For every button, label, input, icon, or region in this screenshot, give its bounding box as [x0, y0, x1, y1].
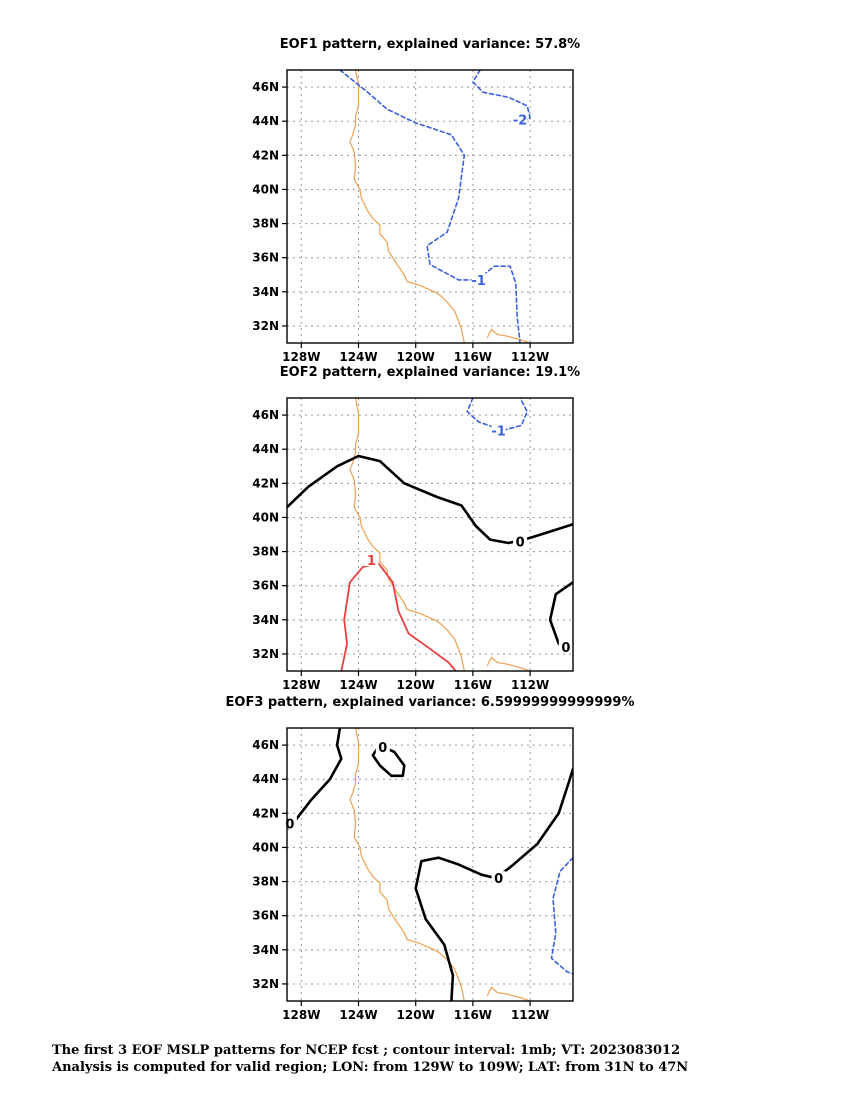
contour-label-bg [513, 534, 528, 548]
contour-line [287, 454, 573, 545]
panel-frame [286, 69, 574, 344]
panel-title: EOF1 pattern, explained variance: 57.8% [280, 37, 580, 52]
grid-lines [287, 398, 573, 671]
panel-title: EOF2 pattern, explained variance: 19.1% [280, 365, 580, 380]
lat-tick-label: 36N [252, 909, 279, 923]
lon-tick-label: 120W [397, 678, 435, 692]
contour-label-bg [558, 640, 573, 654]
contour-label: -1 [491, 424, 505, 439]
contour-label: -1 [471, 274, 485, 289]
eof-panel-2: EOF2 pattern, explained variance: 19.1% -… [252, 365, 580, 692]
contour-label: 0 [494, 872, 503, 887]
lon-tick-label: 128W [282, 350, 320, 364]
panel-frame [286, 727, 574, 1002]
lat-tick-label: 32N [252, 977, 279, 991]
contour-label: 1 [367, 554, 376, 569]
lat-tick-label: 38N [252, 545, 279, 559]
figure-caption: The first 3 EOF MSLP patterns for NCEP f… [52, 1042, 842, 1076]
contour-label-bg [491, 871, 506, 885]
coastline [349, 728, 465, 1001]
panel-frame [286, 397, 574, 672]
country-border [486, 656, 531, 671]
contour-line [371, 745, 406, 778]
lat-tick-label: 44N [252, 772, 279, 786]
contour-label: -2 [513, 113, 527, 128]
contours [287, 398, 573, 671]
lon-tick-label: 124W [339, 678, 377, 692]
contour-line [414, 767, 573, 1001]
contour-line [340, 562, 457, 671]
lon-tick-label: 128W [282, 1008, 320, 1022]
eof-panel-1: EOF1 pattern, explained variance: 57.8% -… [252, 37, 580, 364]
lat-tick-label: 38N [252, 217, 279, 231]
lat-tick-label: 38N [252, 875, 279, 889]
lat-tick-label: 46N [252, 738, 279, 752]
lon-tick-label: 120W [397, 350, 435, 364]
lat-tick-label: 34N [252, 285, 279, 299]
contour-label-bg [364, 553, 379, 567]
contour-label: 0 [516, 535, 525, 550]
lat-tick-label: 32N [252, 319, 279, 333]
lat-tick-label: 34N [252, 943, 279, 957]
geography [349, 70, 531, 343]
contour-label-bg [491, 423, 506, 437]
lon-tick-label: 116W [454, 678, 492, 692]
lat-tick-label: 44N [252, 114, 279, 128]
contour-label-bg [513, 112, 528, 126]
contour-label-bg [471, 272, 486, 286]
lat-tick-label: 36N [252, 579, 279, 593]
lat-tick-label: 42N [252, 476, 279, 490]
lon-tick-label: 120W [397, 1008, 435, 1022]
contour-line [287, 728, 343, 831]
lat-tick-label: 42N [252, 148, 279, 162]
geography [349, 728, 531, 1001]
lat-tick-label: 40N [252, 840, 279, 854]
coastline [349, 70, 465, 343]
grid-lines [287, 728, 573, 1001]
lat-tick-label: 34N [252, 613, 279, 627]
contour-label: 0 [285, 818, 294, 833]
contour-line [339, 70, 521, 343]
lon-tick-label: 112W [511, 1008, 549, 1022]
contours [287, 728, 573, 1001]
contour-line [550, 856, 573, 975]
lon-tick-label: 116W [454, 1008, 492, 1022]
lon-tick-label: 116W [454, 350, 492, 364]
lat-tick-label: 40N [252, 510, 279, 524]
contour-line [548, 580, 573, 651]
lat-tick-label: 36N [252, 251, 279, 265]
lat-tick-label: 46N [252, 408, 279, 422]
country-border [486, 328, 531, 343]
lat-tick-label: 32N [252, 647, 279, 661]
lon-tick-label: 124W [339, 350, 377, 364]
panel-title: EOF3 pattern, explained variance: 6.5999… [226, 695, 635, 710]
eof-panel-3: EOF3 pattern, explained variance: 6.5999… [226, 695, 635, 1022]
grid-lines [287, 70, 573, 343]
contours [339, 70, 531, 343]
contour-label: 0 [378, 741, 387, 756]
lon-tick-label: 128W [282, 678, 320, 692]
lat-tick-label: 42N [252, 806, 279, 820]
eof-maps-figure: EOF1 pattern, explained variance: 57.8% -… [226, 37, 635, 1022]
lat-tick-label: 40N [252, 182, 279, 196]
lon-tick-label: 112W [511, 678, 549, 692]
lat-tick-label: 44N [252, 442, 279, 456]
contour-line [472, 70, 531, 122]
geography [349, 398, 531, 671]
country-border [486, 986, 531, 1001]
caption-line-2: Analysis is computed for valid region; L… [52, 1060, 689, 1075]
coastline [349, 398, 465, 671]
contour-label: 0 [561, 641, 570, 656]
lon-tick-label: 124W [339, 1008, 377, 1022]
lon-tick-label: 112W [511, 350, 549, 364]
contour-label-bg [375, 739, 390, 753]
lat-tick-label: 46N [252, 80, 279, 94]
caption-line-1: The first 3 EOF MSLP patterns for NCEP f… [52, 1043, 681, 1058]
